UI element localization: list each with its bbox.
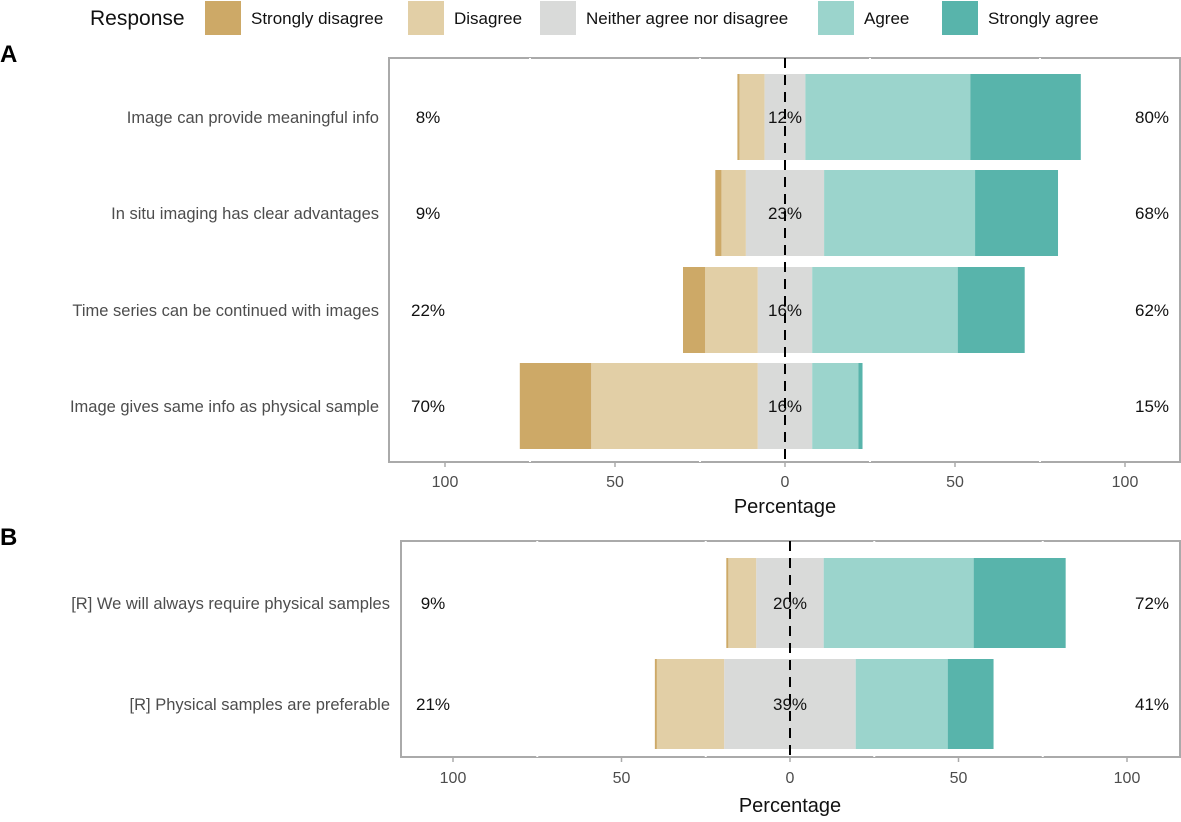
x-tick-label: 50: [606, 474, 624, 491]
x-tick-label: 0: [786, 770, 795, 787]
x-tick-label: 100: [432, 474, 459, 491]
category-label: Time series can be continued with images: [72, 302, 379, 320]
bar-segment: [970, 74, 1081, 160]
bar-segment: [728, 558, 757, 648]
category-label: Image gives same info as physical sample: [70, 398, 379, 416]
bar-segment: [975, 170, 1059, 256]
bar-segment: [654, 659, 657, 749]
bar-segment: [737, 74, 740, 160]
category-label: [R] We will always require physical samp…: [71, 595, 390, 613]
bar-segment: [824, 170, 976, 256]
center-percent-label: 39%: [773, 695, 807, 714]
bar-segment: [721, 170, 746, 256]
category-label: In situ imaging has clear advantages: [111, 205, 379, 223]
bar-segment: [973, 558, 1066, 648]
category-label: [R] Physical samples are preferable: [130, 696, 390, 714]
center-percent-label: 20%: [773, 594, 807, 613]
legend-swatch: [408, 1, 444, 35]
bar-segment: [739, 74, 765, 160]
legend-swatch: [942, 1, 978, 35]
left-percent-label: 70%: [411, 397, 445, 416]
legend-title: Response: [90, 7, 185, 30]
x-tick-label: 100: [440, 770, 467, 787]
bar-segment: [947, 659, 994, 749]
right-percent-label: 62%: [1135, 301, 1169, 320]
right-percent-label: 41%: [1135, 695, 1169, 714]
left-percent-label: 9%: [421, 594, 446, 613]
panel-label: A: [0, 41, 17, 68]
bar-segment: [957, 267, 1025, 353]
x-tick-label: 50: [950, 770, 968, 787]
left-percent-label: 9%: [416, 204, 441, 223]
bar-segment: [715, 170, 722, 256]
bar-segment: [805, 74, 971, 160]
bar-segment: [656, 659, 725, 749]
legend-label: Neither agree nor disagree: [586, 9, 788, 28]
bar-segment: [591, 363, 758, 449]
left-percent-label: 8%: [416, 108, 441, 127]
legend-swatch: [540, 1, 576, 35]
panel-label: B: [0, 524, 17, 551]
right-percent-label: 68%: [1135, 204, 1169, 223]
bar-segment: [855, 659, 948, 749]
bar-segment: [683, 267, 706, 353]
x-tick-label: 0: [781, 474, 790, 491]
left-percent-label: 21%: [416, 695, 450, 714]
bar-segment: [823, 558, 974, 648]
bar-segment: [726, 558, 729, 648]
x-tick-label: 50: [613, 770, 631, 787]
right-percent-label: 72%: [1135, 594, 1169, 613]
bar-segment: [519, 363, 592, 449]
bar-segment: [705, 267, 758, 353]
center-percent-label: 16%: [768, 301, 802, 320]
left-percent-label: 22%: [411, 301, 445, 320]
legend-label: Disagree: [454, 9, 522, 28]
bar-segment: [812, 363, 859, 449]
x-tick-label: 100: [1112, 474, 1139, 491]
legend-label: Strongly disagree: [251, 9, 383, 28]
category-label: Image can provide meaningful info: [127, 109, 379, 127]
x-axis-title: Percentage: [734, 496, 836, 518]
right-percent-label: 80%: [1135, 108, 1169, 127]
legend-swatch: [205, 1, 241, 35]
x-tick-label: 50: [946, 474, 964, 491]
legend-swatch: [818, 1, 854, 35]
legend-label: Agree: [864, 9, 909, 28]
right-percent-label: 15%: [1135, 397, 1169, 416]
legend-label: Strongly agree: [988, 9, 1099, 28]
x-tick-label: 100: [1114, 770, 1141, 787]
bar-segment: [858, 363, 863, 449]
bar-segment: [812, 267, 958, 353]
x-axis-title: Percentage: [739, 795, 841, 817]
